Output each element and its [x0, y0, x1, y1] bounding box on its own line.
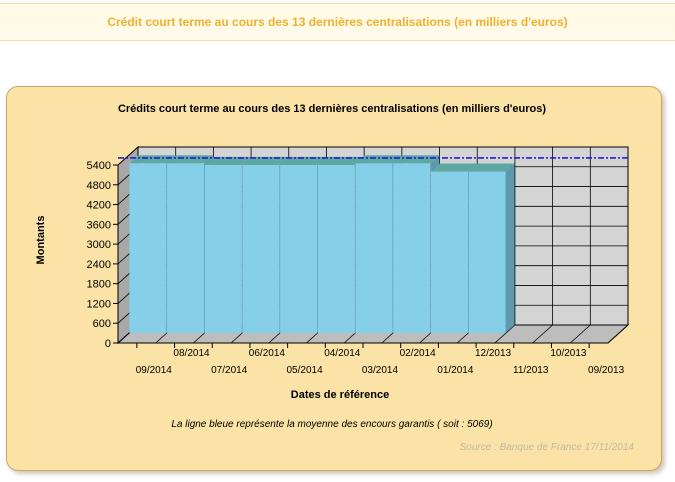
y-axis-label: Montants — [35, 216, 47, 265]
x-tick-label: 06/2014 — [249, 348, 286, 359]
bar — [129, 163, 167, 334]
x-tick-label: 02/2014 — [400, 348, 437, 359]
x-tick-label: 09/2014 — [136, 365, 173, 376]
floor-line — [570, 324, 591, 344]
x-tick-label: 01/2014 — [437, 365, 474, 376]
bar — [280, 164, 318, 334]
chart-title: Crédits court terme au cours des 13 dern… — [118, 103, 546, 115]
y-tick-label: 2400 — [87, 259, 111, 271]
x-tick-label: 04/2014 — [324, 348, 361, 359]
bar-top — [317, 156, 364, 165]
y-tick-label: 0 — [105, 338, 111, 350]
floor-line — [607, 324, 629, 344]
y-tick-label: 3000 — [87, 239, 111, 251]
y-tick-label: 600 — [93, 318, 111, 330]
bar-top — [430, 163, 477, 172]
y-tick-label: 4800 — [87, 180, 111, 192]
grid-line-side — [117, 146, 139, 166]
bar — [355, 163, 393, 334]
y-tick-label: 3600 — [87, 219, 111, 231]
source-note: Source : Banque de France 17/11/2014 — [460, 442, 635, 453]
y-tick-label: 4200 — [87, 200, 111, 212]
x-tick-label: 09/2013 — [588, 365, 625, 376]
floor-line — [532, 324, 553, 344]
bar-side — [505, 163, 515, 334]
bar — [167, 163, 205, 334]
x-tick-label: 05/2014 — [286, 365, 323, 376]
x-tick-label: 03/2014 — [362, 365, 399, 376]
x-axis-label: Dates de référence — [291, 389, 389, 401]
y-tick-label: 1200 — [87, 298, 111, 310]
bar — [468, 171, 506, 334]
bar-top — [280, 156, 327, 165]
bar-top — [204, 156, 251, 165]
x-tick-label: 07/2014 — [211, 365, 248, 376]
average-note: La ligne bleue représente la moyenne des… — [171, 419, 492, 430]
floor-line — [494, 324, 516, 344]
header-bar: Crédit court terme au cours des 13 derni… — [0, 3, 675, 41]
x-tick-label: 08/2014 — [173, 348, 210, 359]
bar-top — [468, 163, 515, 172]
x-tick-label: 11/2013 — [513, 365, 549, 376]
bar — [204, 164, 242, 334]
page-title: Crédit court terme au cours des 13 derni… — [107, 15, 568, 29]
bar — [430, 171, 468, 334]
x-tick-label: 12/2013 — [475, 348, 512, 359]
y-tick-label: 5400 — [87, 160, 111, 172]
bar-top — [242, 156, 289, 165]
bar — [317, 164, 355, 334]
x-tick-label: 10/2013 — [550, 348, 587, 359]
y-tick-label: 1800 — [87, 279, 111, 291]
bar — [242, 164, 280, 334]
bar — [393, 163, 431, 334]
